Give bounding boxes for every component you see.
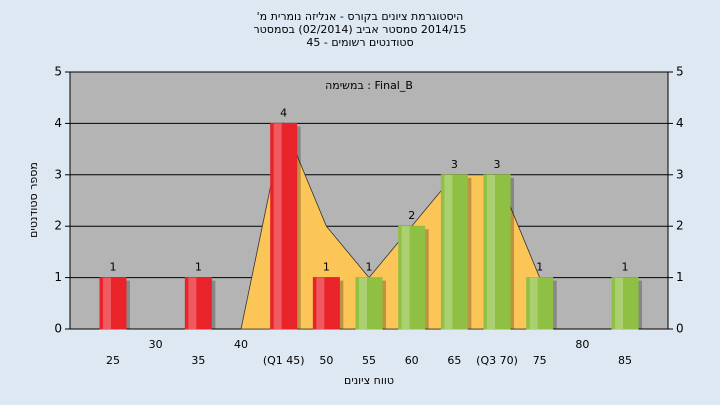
y-tick-label: 2 [54, 219, 62, 233]
bar-shine [103, 277, 111, 329]
bar-shine [487, 174, 496, 329]
data-label: 3 [494, 158, 501, 171]
data-label: 1 [195, 261, 202, 274]
x-tick-label: 65 [447, 354, 461, 367]
bar [483, 174, 511, 330]
bar [398, 225, 426, 330]
bar [526, 277, 554, 330]
y2-tick-label: 1 [676, 270, 684, 284]
bar [270, 122, 298, 330]
x-tick-label: 75 [533, 354, 547, 367]
y-tick-label: 3 [54, 167, 62, 181]
chart-subtitle: סטודנטים רשומים - 45 [306, 36, 413, 49]
y2-tick-label: 4 [676, 116, 684, 130]
bar [312, 277, 340, 330]
x-tick-label: 25 [106, 354, 120, 367]
chart-subtitle: 2014/15 סמסטר אביב (02/2014) בסמסטר [253, 23, 466, 36]
x-axis-label: טווח ציונים [344, 374, 394, 387]
x-tick-label: 50 [319, 354, 333, 367]
y2-tick-label: 2 [676, 219, 684, 233]
x-tick-label: (Q1 45) [263, 354, 305, 367]
bar-shine [273, 123, 282, 330]
x-tick-label: 85 [618, 354, 632, 367]
x-tick-label: 60 [405, 354, 419, 367]
annotation: Final_B : במשימה [325, 79, 413, 92]
bar-shine [188, 277, 197, 329]
data-label: 1 [536, 261, 543, 274]
data-label: 4 [280, 106, 287, 119]
bar-shine [359, 277, 368, 329]
bar-shine [615, 277, 624, 329]
bar-shine [316, 277, 325, 329]
y-tick-label: 1 [54, 270, 62, 284]
chart-title: היסטוגרמת ציונים בקורס - אנליזה נומרית מ… [257, 10, 464, 23]
bar [611, 277, 639, 330]
data-label: 3 [451, 158, 458, 171]
x-tick-label: 40 [234, 338, 248, 351]
data-label: 1 [622, 261, 629, 274]
data-label: 2 [408, 209, 415, 222]
y2-tick-label: 0 [676, 322, 684, 336]
data-label: 1 [323, 261, 330, 274]
bar-shine [529, 277, 538, 329]
x-tick-label: 30 [149, 338, 163, 351]
y-tick-label: 5 [54, 65, 62, 79]
bar [184, 277, 212, 330]
data-label: 1 [366, 261, 373, 274]
y-tick-label: 0 [54, 322, 62, 336]
y-axis-label: מספר סטודנטים [27, 162, 40, 238]
bar-shine [401, 226, 410, 329]
bar [440, 174, 468, 330]
bar-shine [444, 174, 453, 329]
bar [99, 277, 127, 330]
x-tick-label: 80 [575, 338, 589, 351]
y-tick-label: 4 [54, 116, 62, 130]
y2-tick-label: 3 [676, 167, 684, 181]
x-tick-label: (Q3 70) [476, 354, 518, 367]
y2-tick-label: 5 [676, 65, 684, 79]
data-label: 1 [110, 261, 117, 274]
x-tick-label: 35 [191, 354, 205, 367]
bar [355, 277, 383, 330]
x-tick-label: 55 [362, 354, 376, 367]
